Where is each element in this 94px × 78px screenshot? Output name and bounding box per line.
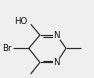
Text: N: N — [53, 58, 60, 67]
Text: Br: Br — [2, 44, 12, 53]
Text: N: N — [53, 31, 60, 40]
Text: HO: HO — [15, 17, 28, 26]
